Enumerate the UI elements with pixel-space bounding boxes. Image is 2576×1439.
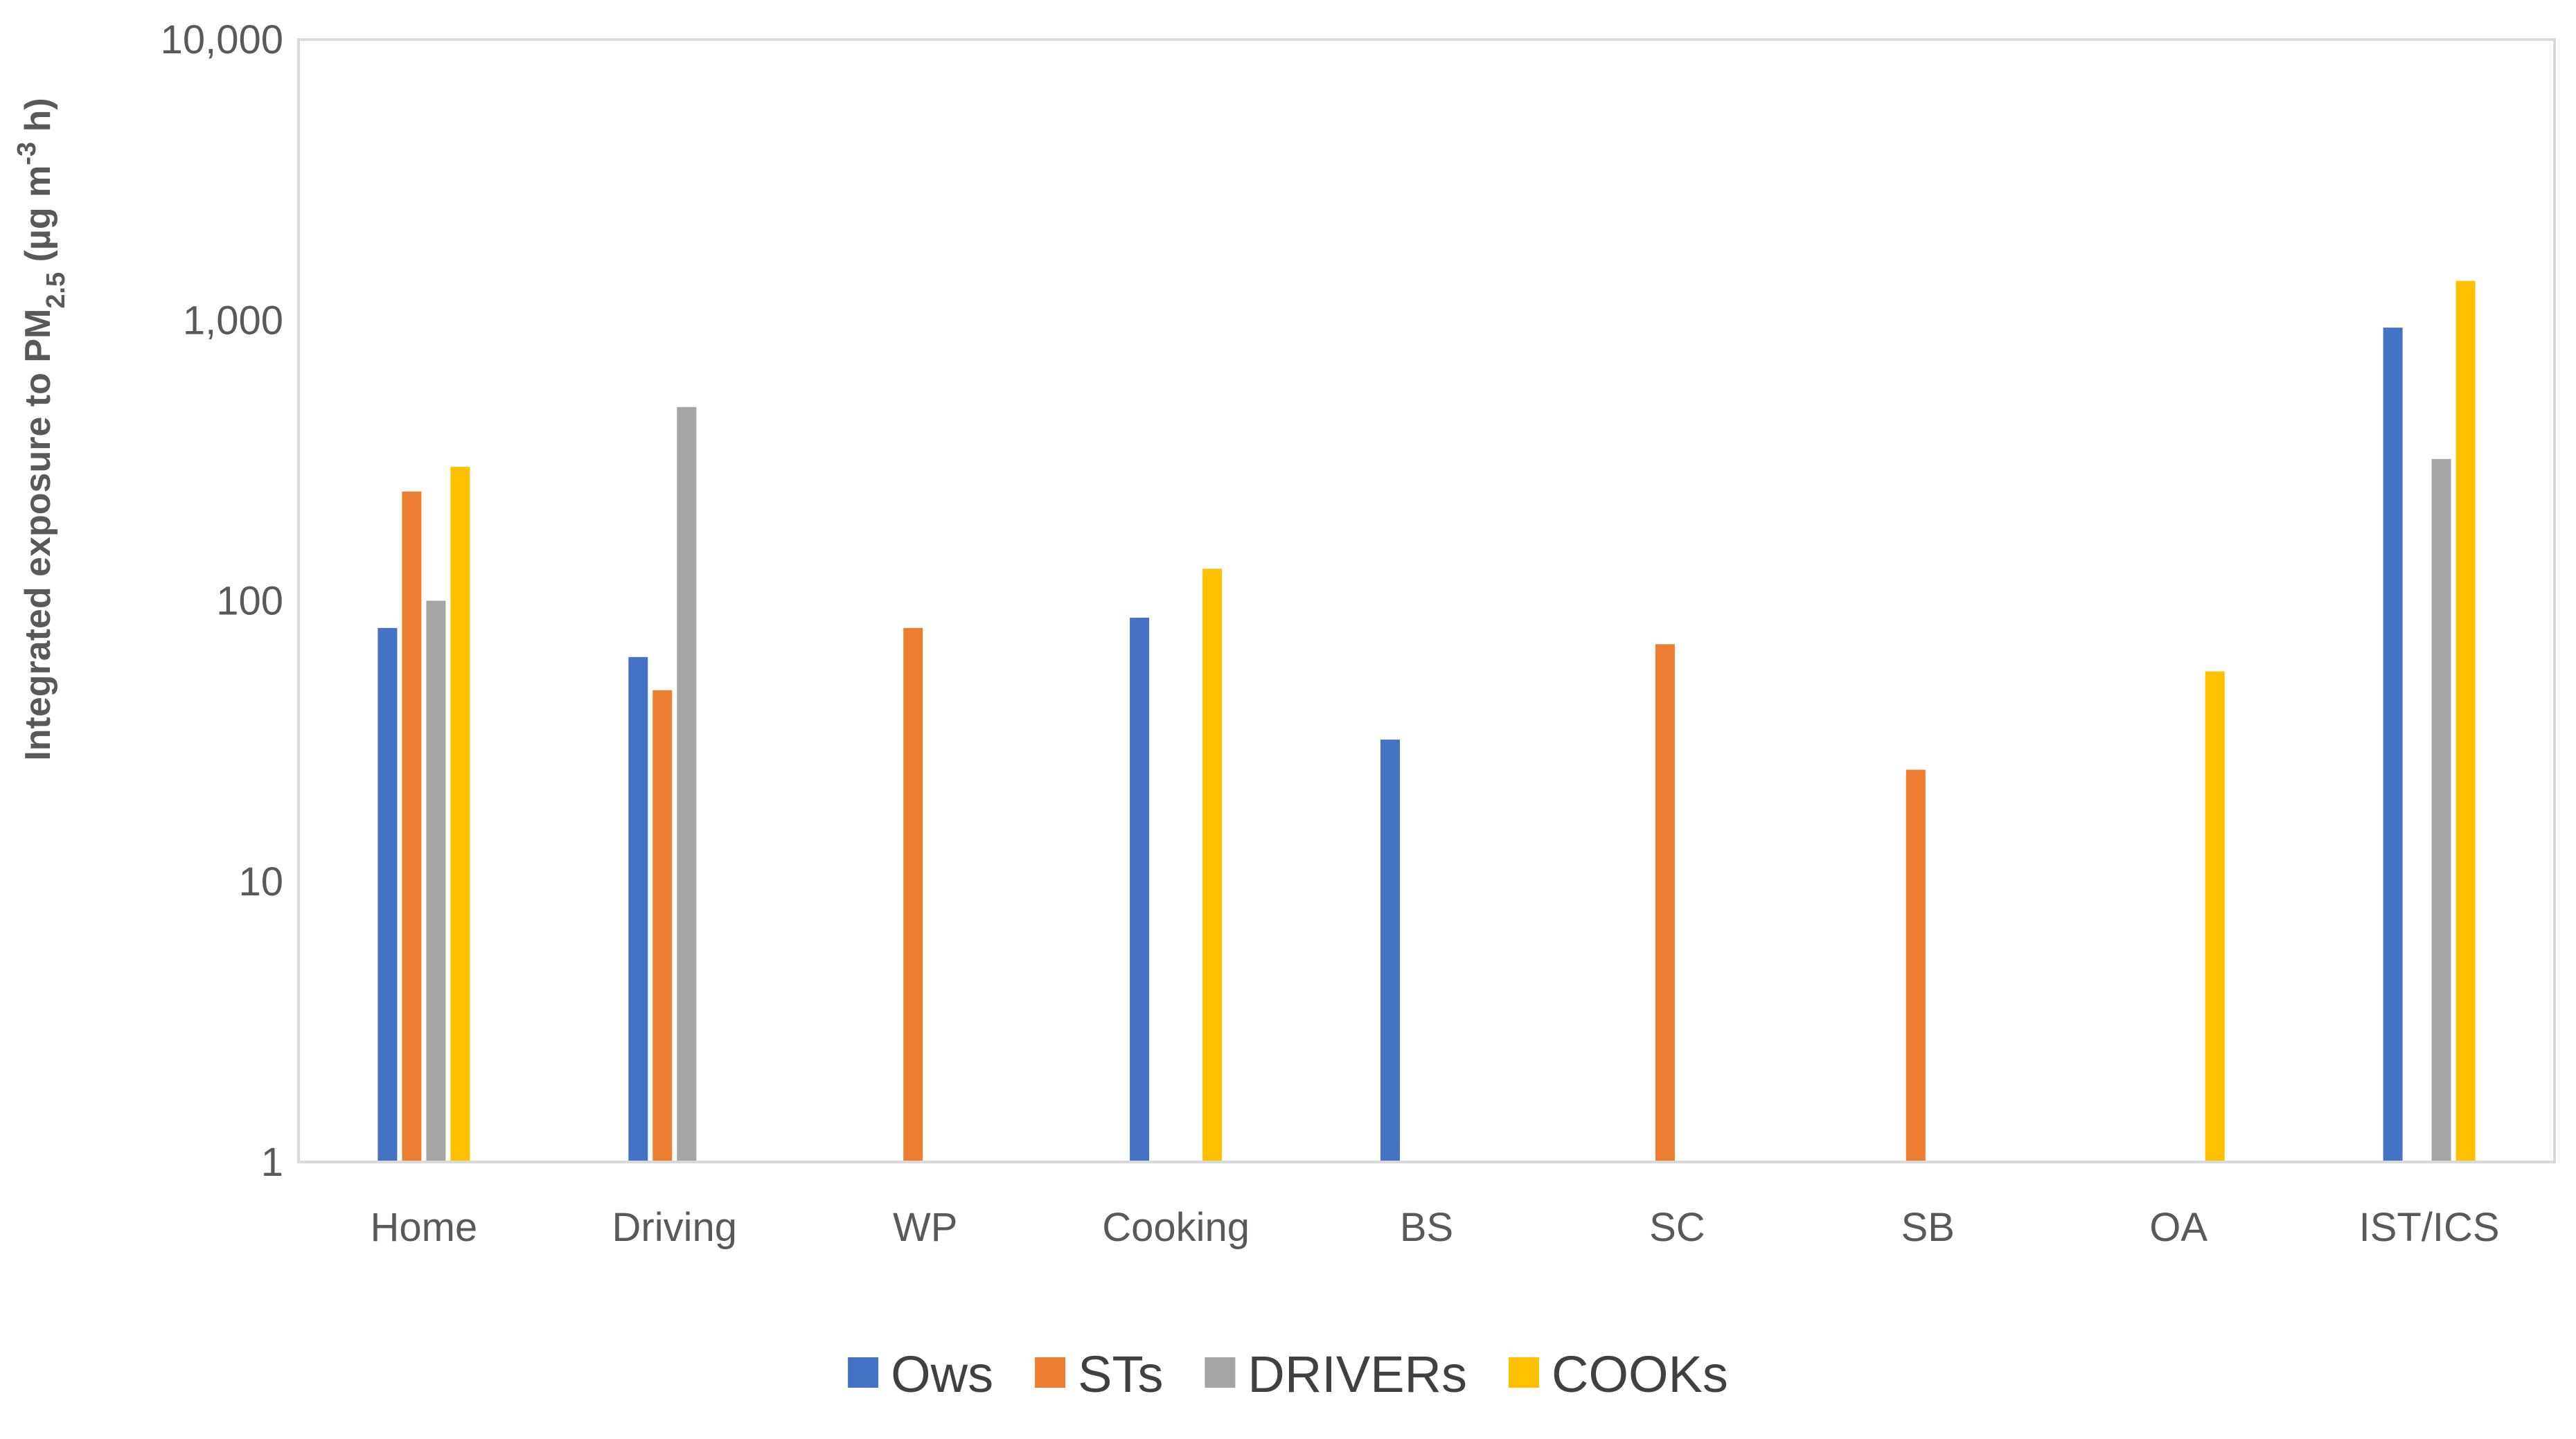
legend-swatch — [1035, 1357, 1066, 1388]
legend-swatch — [1509, 1357, 1539, 1388]
legend: Ows STs DRIVERs COOKs — [848, 1346, 1728, 1403]
y-tick-label: 1 — [261, 1140, 283, 1185]
bar — [402, 491, 422, 1162]
bar — [377, 627, 398, 1162]
y-axis-title: Integrated exposure to PM2.5 (µg m-3 h) — [12, 98, 71, 760]
bar — [652, 690, 673, 1162]
x-tick-label: Driving — [612, 1205, 738, 1250]
bar — [628, 656, 648, 1162]
bar — [426, 600, 446, 1162]
bar — [2455, 280, 2476, 1163]
x-tick-label: Home — [371, 1205, 478, 1250]
y-tick-label: 100 — [216, 579, 283, 624]
y-tick-labels: 1 10 100 1,000 10,000 — [161, 17, 283, 1185]
legend-swatch — [1205, 1357, 1236, 1388]
x-tick-label: BS — [1400, 1205, 1453, 1250]
plot-area — [297, 38, 2556, 1163]
x-tick-label: OA — [2149, 1205, 2208, 1250]
x-tick-labels: Home Driving WP Cooking BS SC SB OA IST/ICS — [371, 1205, 2500, 1250]
y-tick-label: 10 — [238, 859, 283, 904]
x-tick-label: SB — [1901, 1205, 1955, 1250]
bar — [450, 467, 470, 1162]
legend-swatch — [848, 1357, 879, 1388]
x-tick-label: SC — [1649, 1205, 1705, 1250]
bar — [677, 406, 697, 1162]
y-tick-label: 10,000 — [161, 17, 283, 62]
y-axis-title-superscript: -3 — [12, 142, 42, 166]
bar — [1906, 769, 1926, 1162]
bars-group — [377, 280, 2476, 1163]
legend-label: COOKs — [1552, 1346, 1728, 1403]
legend-label: STs — [1078, 1346, 1163, 1403]
bar — [1380, 740, 1400, 1162]
y-axis-title-main: Integrated exposure to PM — [18, 309, 58, 761]
legend-label: Ows — [891, 1346, 993, 1403]
bar — [2383, 328, 2403, 1163]
y-axis-title-subscript: 2.5 — [42, 272, 71, 309]
x-tick-label: IST/ICS — [2359, 1205, 2500, 1250]
bar — [1655, 644, 1675, 1162]
x-tick-label: WP — [893, 1205, 957, 1250]
bar — [2205, 671, 2225, 1162]
legend-label: DRIVERs — [1247, 1346, 1467, 1403]
bar — [1130, 618, 1150, 1162]
bar — [1202, 569, 1223, 1162]
y-axis-title-unit-prefix: (µg m — [18, 166, 58, 272]
y-tick-label: 1,000 — [183, 298, 283, 343]
x-tick-label: Cooking — [1102, 1205, 1250, 1250]
y-axis-title-unit-suffix: h) — [18, 98, 58, 142]
bar — [2431, 458, 2451, 1162]
bar — [903, 627, 923, 1162]
